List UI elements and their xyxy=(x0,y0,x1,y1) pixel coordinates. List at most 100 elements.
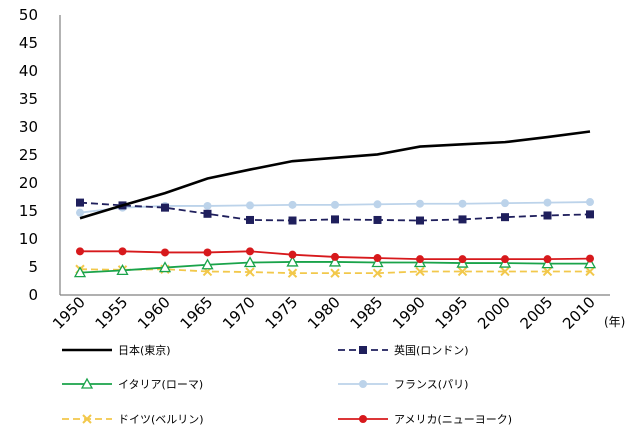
x-tick-label: 1995 xyxy=(432,293,472,333)
y-tick-label: 40 xyxy=(19,62,38,80)
x-tick-label: 1975 xyxy=(262,293,302,333)
legend-label: 英国(ロンドン) xyxy=(394,343,469,357)
legend: 日本(東京) 英国(ロンドン) イタリア(ローマ) フランス(パリ) ドイツ(ベルリン)… xyxy=(62,343,512,426)
plot-area xyxy=(73,130,597,278)
y-tick-label: 5 xyxy=(28,258,38,276)
data-point xyxy=(243,256,257,268)
x-tick-label: 1965 xyxy=(177,293,217,333)
data-point xyxy=(457,266,468,277)
series-4 xyxy=(75,264,595,278)
series-5 xyxy=(76,247,594,264)
data-point xyxy=(203,201,212,210)
data-point xyxy=(501,255,509,264)
legend-label: ドイツ(ベルリン) xyxy=(118,413,204,426)
legend-item: フランス(パリ) xyxy=(338,378,468,391)
y-tick-labels: 0 5 10 15 20 25 30 35 40 45 50 xyxy=(19,6,38,304)
data-point xyxy=(76,247,84,256)
legend-marker xyxy=(80,377,94,389)
data-point xyxy=(73,266,87,278)
series-3 xyxy=(76,198,594,217)
data-point xyxy=(203,248,212,257)
data-point xyxy=(328,255,342,267)
data-point xyxy=(543,211,552,220)
data-point xyxy=(501,213,509,222)
data-point xyxy=(246,215,254,224)
data-point xyxy=(161,203,169,212)
x-tick-label: 1980 xyxy=(304,293,344,333)
legend-item: ドイツ(ベルリン) xyxy=(62,413,204,426)
data-point xyxy=(543,198,552,207)
x-tick-label: 1970 xyxy=(219,293,259,333)
data-point xyxy=(330,268,340,278)
y-tick-label: 35 xyxy=(19,90,38,108)
y-tick-label: 45 xyxy=(19,34,38,52)
data-point xyxy=(373,254,382,263)
data-point xyxy=(161,248,169,257)
data-point xyxy=(416,199,424,208)
legend-item: イタリア(ローマ) xyxy=(62,377,203,391)
series-line xyxy=(79,130,591,220)
legend-marker xyxy=(359,415,367,423)
legend-marker xyxy=(359,346,367,354)
data-point xyxy=(586,198,594,207)
data-point xyxy=(500,266,510,277)
data-point xyxy=(586,210,594,219)
x-tick-label: 2010 xyxy=(559,293,599,333)
y-tick-label: 30 xyxy=(19,118,38,136)
y-tick-label: 50 xyxy=(19,6,38,24)
chart-axes xyxy=(59,15,610,296)
y-tick-label: 20 xyxy=(19,174,38,192)
data-point xyxy=(331,252,339,261)
legend-marker xyxy=(359,380,367,388)
x-tick-label: 2000 xyxy=(474,293,514,333)
y-tick-label: 15 xyxy=(19,202,38,220)
data-point xyxy=(501,199,509,208)
data-point xyxy=(331,200,339,209)
data-point xyxy=(76,198,84,207)
legend-label: 日本(東京) xyxy=(118,343,171,357)
data-point xyxy=(246,201,254,210)
y-tick-label: 10 xyxy=(19,230,38,248)
data-point xyxy=(201,258,214,270)
legend-item: 英国(ロンドン) xyxy=(338,343,469,357)
data-point xyxy=(288,216,297,225)
y-tick-label: 25 xyxy=(19,146,38,164)
x-tick-label: 1985 xyxy=(347,293,387,333)
legend-item: アメリカ(ニューヨーク) xyxy=(338,413,512,426)
data-point xyxy=(583,257,597,269)
legend-label: アメリカ(ニューヨーク) xyxy=(394,413,512,426)
x-tick-labels: 1950 1955 1960 1965 1970 1975 1980 1985 1990 1995… xyxy=(49,293,599,333)
data-point xyxy=(458,199,467,208)
data-point xyxy=(458,255,467,264)
data-point xyxy=(373,215,382,224)
data-point xyxy=(246,247,254,256)
series-0 xyxy=(79,130,591,220)
data-point xyxy=(542,266,553,277)
data-point xyxy=(287,268,298,278)
data-point xyxy=(543,255,552,264)
data-point xyxy=(288,250,297,259)
data-point xyxy=(203,209,212,218)
data-point xyxy=(585,266,595,277)
data-point xyxy=(158,261,172,273)
y-tick-label: 0 xyxy=(28,286,38,304)
data-point xyxy=(372,268,383,278)
data-point xyxy=(458,215,467,224)
data-point xyxy=(415,266,425,277)
x-tick-label: 1950 xyxy=(49,293,89,333)
legend-marker xyxy=(82,414,92,424)
data-point xyxy=(116,264,129,276)
data-point xyxy=(118,247,127,256)
x-tick-label: 1990 xyxy=(389,293,429,333)
data-point xyxy=(245,267,255,277)
x-axis-unit-label: (年) xyxy=(604,315,625,329)
data-point xyxy=(416,255,424,264)
legend-item: 日本(東京) xyxy=(62,343,171,357)
data-point xyxy=(286,255,299,267)
data-point xyxy=(373,200,382,209)
x-tick-label: 1955 xyxy=(92,293,132,333)
legend-label: イタリア(ローマ) xyxy=(118,378,203,391)
x-tick-label: 1960 xyxy=(134,293,174,333)
data-point xyxy=(416,216,424,225)
